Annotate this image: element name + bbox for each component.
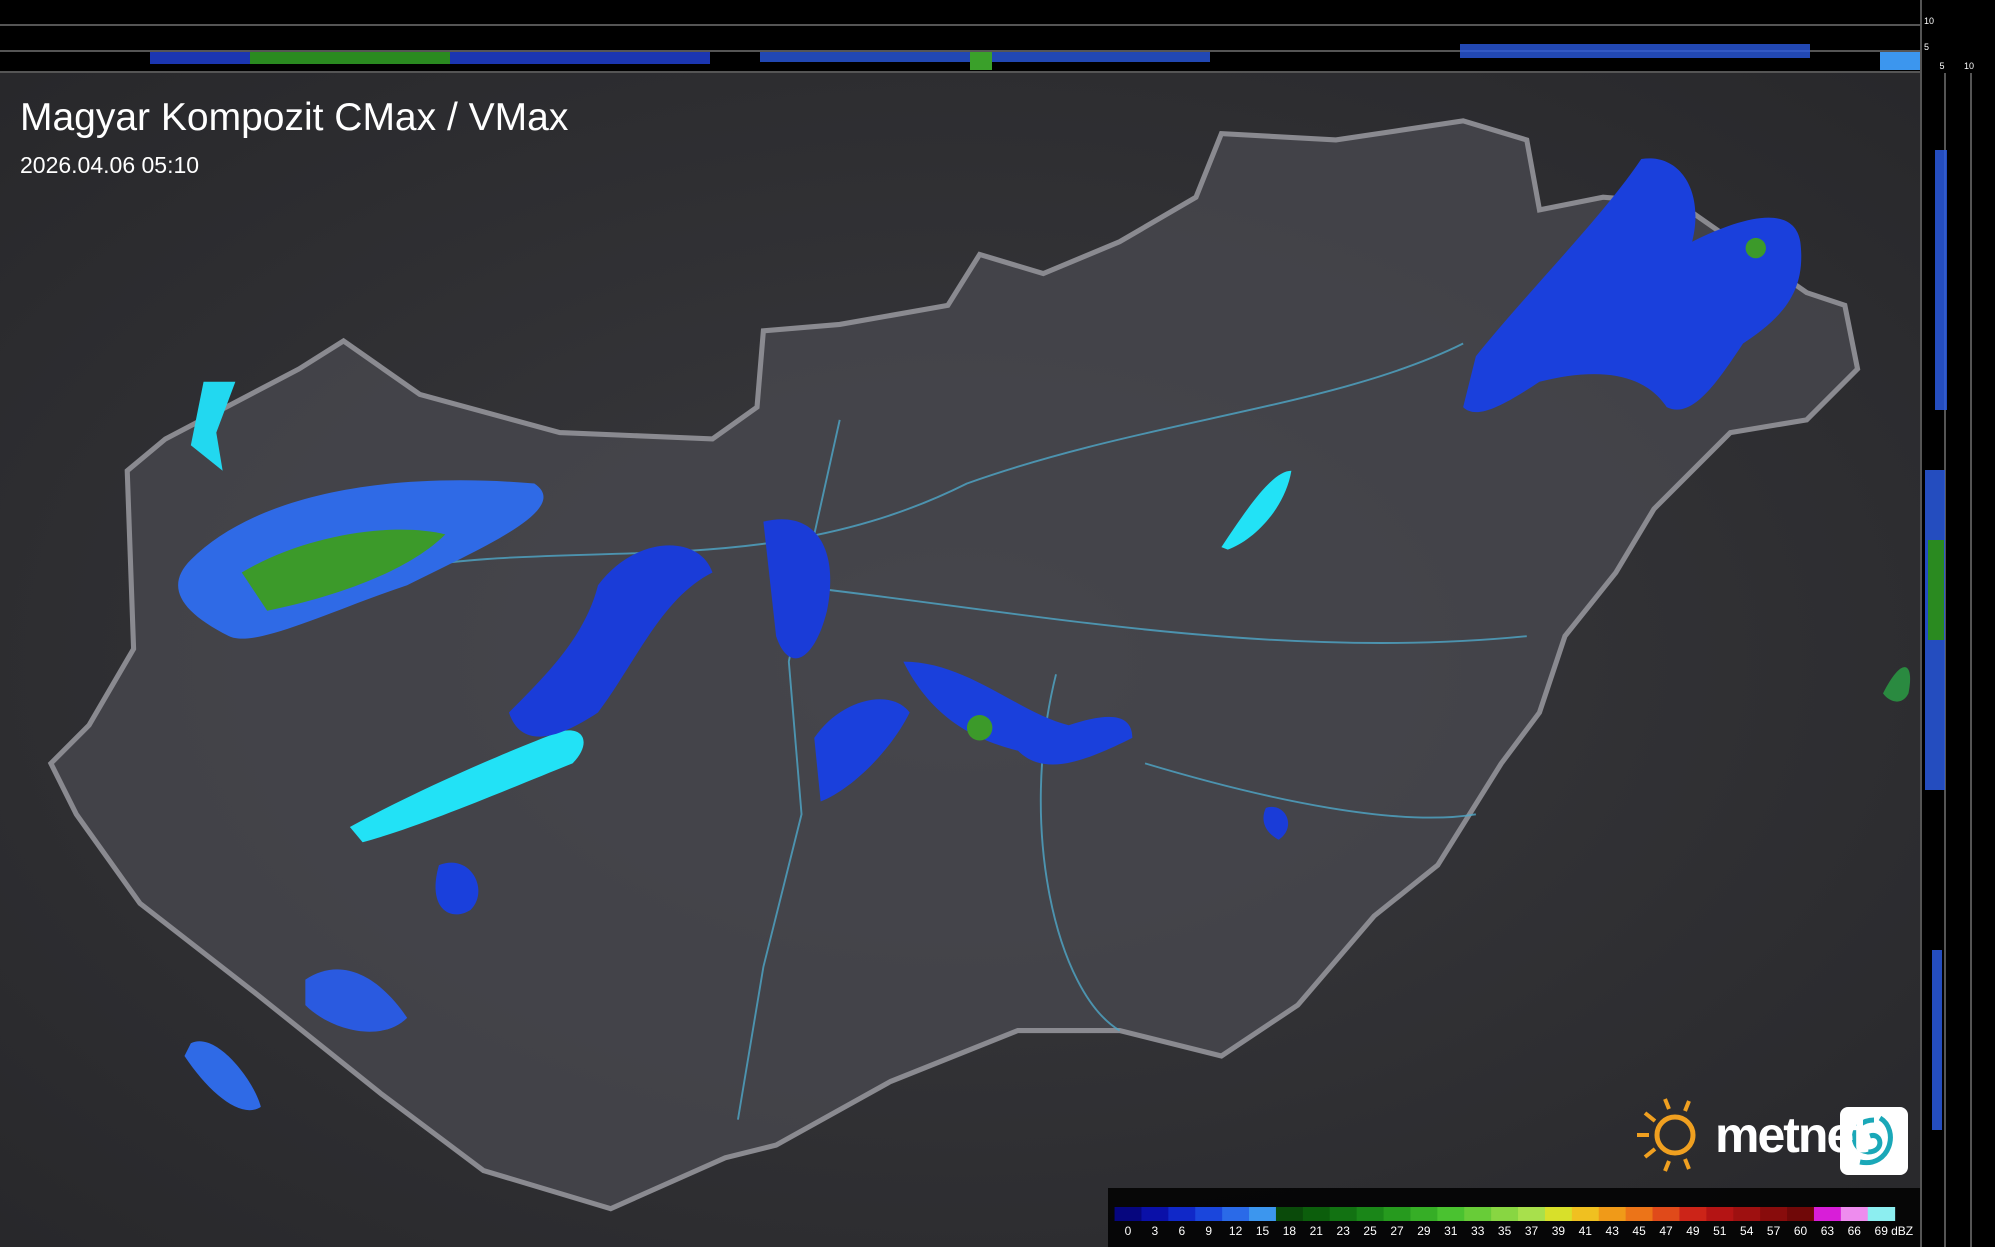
legend-label: 63 bbox=[1821, 1224, 1835, 1238]
radar-echo bbox=[305, 969, 408, 1032]
legend-label: 49 bbox=[1686, 1224, 1700, 1238]
lake bbox=[1221, 470, 1292, 550]
radar-echo bbox=[814, 699, 910, 802]
legend-swatch bbox=[1275, 1207, 1304, 1221]
legend-swatch bbox=[1195, 1207, 1223, 1221]
legend-label: 54 bbox=[1740, 1224, 1754, 1238]
country-outline bbox=[47, 118, 1861, 1212]
logo-icon bbox=[1840, 1107, 1908, 1175]
legend-swatch bbox=[1787, 1207, 1815, 1221]
legend-label: 60 bbox=[1794, 1224, 1808, 1238]
legend-label: 15 bbox=[1256, 1224, 1270, 1238]
legend-label: 3 bbox=[1152, 1224, 1159, 1238]
radar-echo bbox=[1263, 806, 1289, 840]
legend-label: 25 bbox=[1363, 1224, 1377, 1238]
legend-swatch bbox=[1168, 1207, 1196, 1221]
legend-label: 23 bbox=[1337, 1224, 1351, 1238]
map-layer bbox=[47, 118, 1911, 1212]
legend-swatch bbox=[1840, 1207, 1869, 1221]
legend-swatch bbox=[1329, 1207, 1358, 1221]
axis-label: 10 bbox=[1924, 16, 1934, 26]
legend-swatch bbox=[1679, 1207, 1707, 1221]
legend-label: 41 bbox=[1579, 1224, 1593, 1238]
legend-label: 69 bbox=[1875, 1224, 1889, 1238]
legend-swatch bbox=[1625, 1207, 1654, 1221]
legend-label: 45 bbox=[1632, 1224, 1646, 1238]
legend-unit: dBZ bbox=[1891, 1224, 1913, 1238]
radar-echo bbox=[184, 1041, 261, 1111]
legend-label: 6 bbox=[1178, 1224, 1185, 1238]
radar-echo bbox=[1745, 237, 1766, 259]
legend-swatch bbox=[1706, 1207, 1734, 1221]
radar-echo bbox=[1883, 667, 1911, 702]
legend-swatch bbox=[1222, 1207, 1250, 1221]
logo-sun bbox=[1637, 1098, 1696, 1172]
legend-swatch bbox=[1356, 1207, 1385, 1221]
legend-swatch bbox=[1491, 1207, 1519, 1221]
profile-echo bbox=[250, 52, 450, 64]
legend-swatch bbox=[1464, 1207, 1492, 1221]
radar-echo bbox=[435, 862, 479, 915]
radar-echo bbox=[966, 715, 993, 741]
river bbox=[381, 342, 1527, 1120]
legend-label: 35 bbox=[1498, 1224, 1512, 1238]
legend: 0 3 6 9 12 15 18 21 23 25 27 29 31 33 35 37 39 41 43 45 47 49… bbox=[1114, 1207, 1913, 1238]
profile-echo bbox=[1935, 150, 1947, 410]
legend-swatch bbox=[1141, 1207, 1169, 1221]
lake bbox=[349, 730, 584, 843]
legend-swatch bbox=[1867, 1207, 1896, 1221]
axis-label: 10 bbox=[1964, 61, 1974, 71]
legend-swatch bbox=[1114, 1207, 1142, 1221]
brand: metnet bbox=[1715, 1107, 1869, 1163]
legend-swatch bbox=[1652, 1207, 1680, 1221]
profile-echo bbox=[1932, 950, 1942, 1130]
timestamp: 2026.04.06 05:10 bbox=[20, 152, 200, 178]
legend-swatch bbox=[1437, 1207, 1465, 1221]
legend-swatch bbox=[1302, 1207, 1331, 1221]
legend-swatch bbox=[1518, 1207, 1546, 1221]
legend-label: 51 bbox=[1713, 1224, 1727, 1238]
map-title: Magyar Kompozit CMax / VMax bbox=[20, 96, 569, 139]
legend-label: 0 bbox=[1125, 1224, 1132, 1238]
legend-swatch bbox=[1249, 1207, 1277, 1221]
legend-label: 33 bbox=[1471, 1224, 1485, 1238]
legend-swatch bbox=[1544, 1207, 1573, 1221]
legend-label: 27 bbox=[1390, 1224, 1404, 1238]
axis-label: 5 bbox=[1939, 61, 1944, 71]
legend-swatch bbox=[1598, 1207, 1627, 1221]
legend-label: 66 bbox=[1848, 1224, 1862, 1238]
legend-label: 21 bbox=[1310, 1224, 1324, 1238]
radar-echo bbox=[1463, 158, 1802, 413]
legend-swatch bbox=[1813, 1207, 1842, 1221]
legend-label: 47 bbox=[1659, 1224, 1673, 1238]
profile-echo bbox=[970, 52, 992, 70]
legend-label: 31 bbox=[1444, 1224, 1458, 1238]
legend-label: 43 bbox=[1606, 1224, 1620, 1238]
legend-swatch bbox=[1571, 1207, 1600, 1221]
radar-echo bbox=[763, 519, 831, 659]
legend-label: 57 bbox=[1767, 1224, 1781, 1238]
legend-label: 12 bbox=[1229, 1224, 1243, 1238]
legend-label: 29 bbox=[1417, 1224, 1431, 1238]
legend-swatch bbox=[1383, 1207, 1411, 1221]
profile-echo bbox=[1928, 540, 1944, 640]
legend-swatch bbox=[1760, 1207, 1788, 1221]
legend-swatch bbox=[1733, 1207, 1761, 1221]
profile-echo bbox=[1460, 44, 1810, 58]
axis-label: 5 bbox=[1924, 42, 1929, 52]
profile-echo bbox=[1880, 52, 1920, 70]
radar-echo bbox=[508, 545, 713, 737]
radar-echo bbox=[190, 381, 236, 471]
radar-echo bbox=[903, 661, 1133, 765]
legend-swatch bbox=[1410, 1207, 1438, 1221]
logo-swirl bbox=[1851, 1115, 1893, 1166]
legend-label: 37 bbox=[1525, 1224, 1539, 1238]
radar-echo bbox=[241, 529, 446, 611]
legend-label: 39 bbox=[1552, 1224, 1566, 1238]
legend-label: 9 bbox=[1205, 1224, 1212, 1238]
legend-label: 18 bbox=[1283, 1224, 1297, 1238]
